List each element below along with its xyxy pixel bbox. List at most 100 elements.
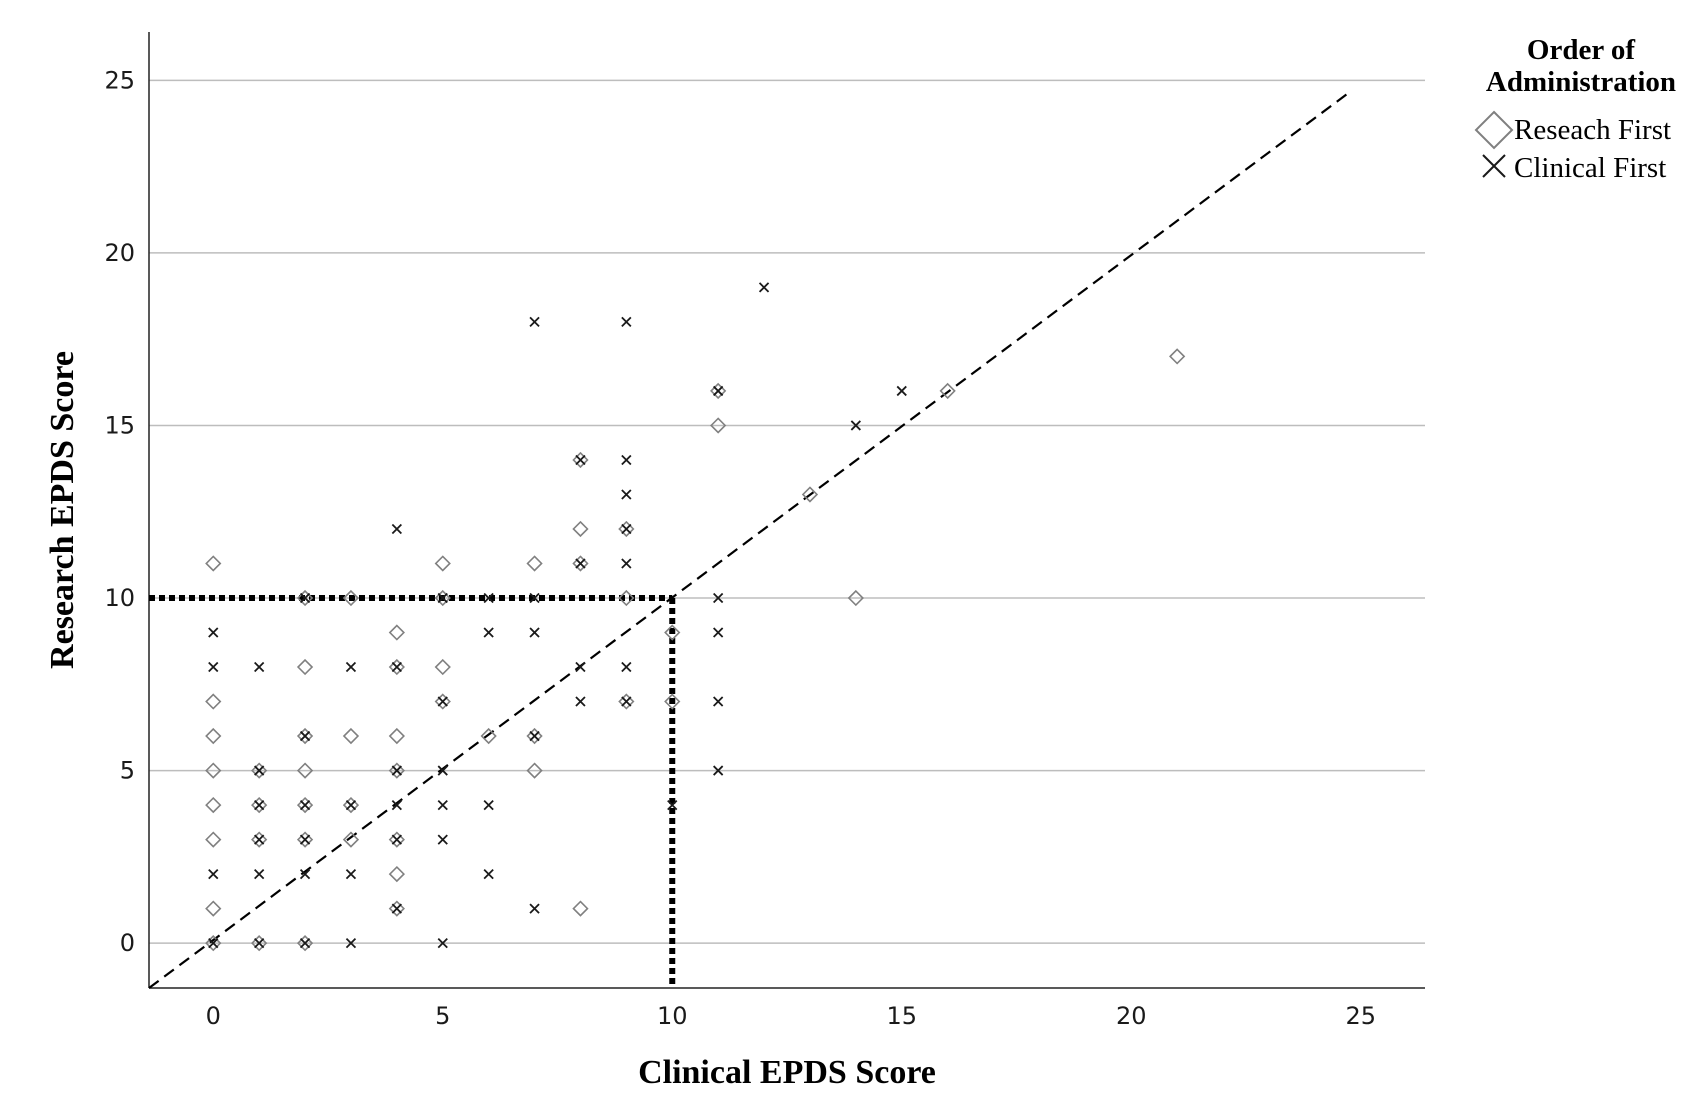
point-clinical-first [483,592,494,604]
legend-label-clinical-first: Clinical First [1514,152,1666,184]
legend-diamond-icon [1474,110,1514,150]
point-reseach-first [572,520,589,538]
point-reseach-first [342,831,360,848]
y-axis-title: Research EPDS Score [44,351,81,669]
point-reseach-first [710,417,727,434]
point-clinical-first [299,834,311,845]
point-reseach-first [939,382,956,400]
point-clinical-first [437,592,448,604]
point-reseach-first [205,555,222,572]
legend-x-icon [1482,154,1506,178]
point-reseach-first [434,555,451,572]
identity-line [148,89,1353,989]
point-reseach-first [251,796,268,814]
legend-title-line2: Administration [1486,66,1676,98]
y-tick-label-5: 5 [120,757,135,785]
point-clinical-first [208,627,219,638]
point-clinical-first [621,454,632,466]
point-clinical-first [621,316,632,328]
point-clinical-first [713,627,724,638]
point-reseach-first [618,589,635,607]
point-clinical-first [208,937,219,949]
point-reseach-first [342,796,360,814]
point-reseach-first [205,727,222,745]
point-reseach-first [572,555,589,572]
point-reseach-first [296,658,314,676]
axes [148,32,1425,989]
point-clinical-first [391,903,402,914]
point-reseach-first [388,624,405,641]
point-clinical-first [713,385,724,397]
point-reseach-first [388,762,405,779]
point-clinical-first [345,868,357,880]
point-reseach-first [480,727,497,745]
point-reseach-first [205,831,222,848]
x-tick-label-0: 0 [206,1002,221,1030]
point-reseach-first [710,382,727,400]
point-clinical-first [437,937,448,949]
point-reseach-first [618,693,635,710]
point-reseach-first [847,589,864,607]
gridlines [149,79,1425,944]
point-clinical-first [254,937,265,949]
point-reseach-first [296,762,314,779]
point-reseach-first [526,555,543,572]
point-clinical-first [529,592,540,604]
point-clinical-first [345,799,357,811]
point-clinical-first [437,696,448,707]
point-reseach-first [434,693,451,710]
data-points [205,282,1186,952]
legend-label-reseach-first: Reseach First [1514,114,1671,146]
legend-title-line1: Order of [1527,34,1636,66]
point-reseach-first [205,796,222,814]
point-clinical-first [345,937,357,949]
x-tick-label-20: 20 [1116,1002,1147,1030]
point-clinical-first [529,903,540,914]
x-tick-labels: 0 5 10 15 20 25 [206,1002,1376,1030]
point-clinical-first [345,661,357,673]
point-clinical-first [483,627,494,638]
point-clinical-first [575,696,586,707]
point-reseach-first [664,693,681,710]
point-reseach-first [205,900,222,917]
y-tick-label-15: 15 [104,411,135,439]
point-clinical-first [529,316,540,328]
point-clinical-first [391,523,402,535]
point-clinical-first [621,558,632,569]
point-reseach-first [205,762,222,779]
point-reseach-first [388,900,405,917]
point-reseach-first [296,727,314,745]
point-reseach-first [664,624,681,641]
point-reseach-first [1169,348,1186,365]
point-reseach-first [251,762,268,779]
point-clinical-first [208,661,219,673]
point-clinical-first [254,799,265,811]
point-clinical-first [391,661,402,673]
point-clinical-first [299,937,311,949]
point-clinical-first [575,661,586,673]
legend: Order of Administration Reseach First Cl… [1474,34,1676,184]
point-clinical-first [254,868,265,880]
point-clinical-first [621,523,632,535]
point-reseach-first [342,727,360,745]
point-clinical-first [621,661,632,673]
point-clinical-first [437,834,448,845]
point-clinical-first [896,385,907,397]
point-clinical-first [758,282,770,293]
point-clinical-first [621,696,632,707]
point-clinical-first [391,765,402,776]
point-reseach-first [296,796,314,814]
point-clinical-first [529,627,540,638]
point-clinical-first [391,834,402,845]
point-clinical-first [299,730,311,742]
point-reseach-first [296,831,314,848]
x-tick-label-5: 5 [435,1002,450,1030]
point-reseach-first [296,589,314,607]
point-clinical-first [621,489,632,500]
point-clinical-first [437,799,448,811]
point-clinical-first [850,420,861,431]
x-tick-label-25: 25 [1345,1002,1376,1030]
y-tick-label-20: 20 [104,239,135,267]
point-reseach-first [526,762,543,779]
